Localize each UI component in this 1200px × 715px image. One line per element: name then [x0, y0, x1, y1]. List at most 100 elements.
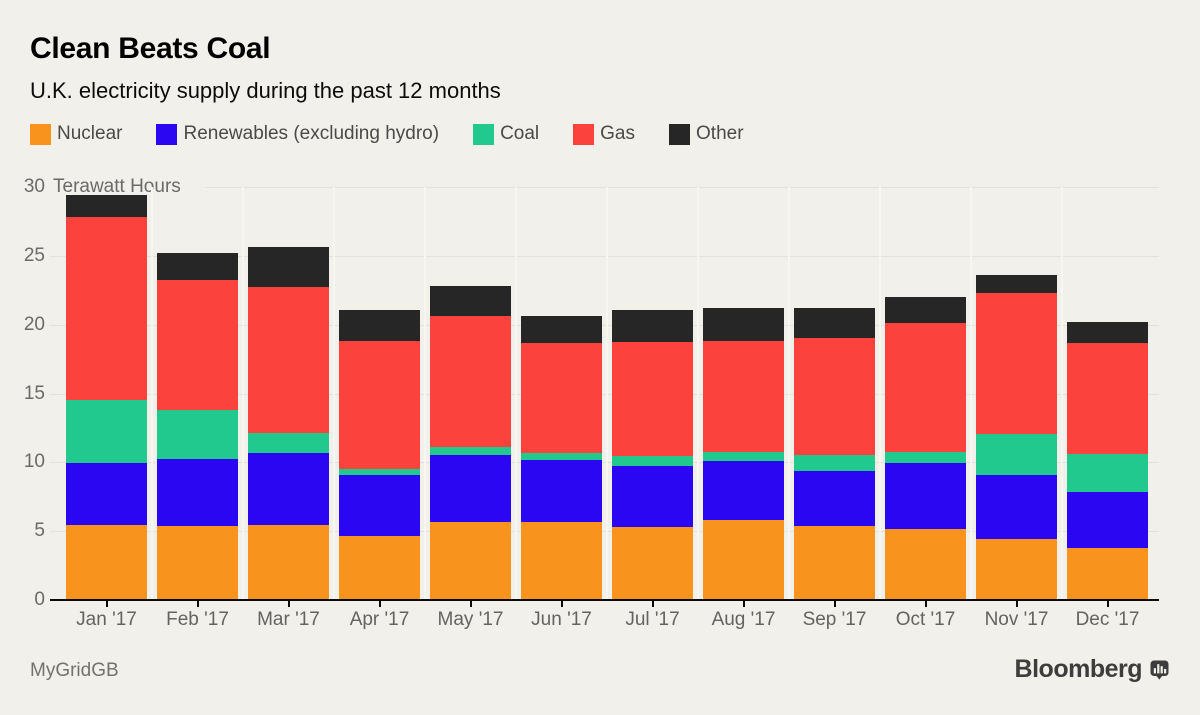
gridline-25: [50, 255, 1159, 257]
bar-segment-renewables-excluding-hydro: [248, 452, 329, 525]
x-axis-tick: [378, 601, 381, 607]
legend-label: Coal: [500, 123, 540, 144]
bar-jul-17: [612, 0, 693, 600]
bar-aug-17: [703, 0, 784, 600]
gridline-30: [205, 187, 1159, 188]
bar-segment-renewables-excluding-hydro: [339, 474, 420, 536]
legend-label: Nuclear: [57, 123, 123, 144]
legend-item-gas: Gas: [573, 123, 635, 145]
bar-segment-renewables-excluding-hydro: [885, 463, 966, 530]
y-axis-unit-label: Terawatt Hours: [53, 176, 181, 197]
bar-segment-coal: [794, 455, 875, 471]
legend-swatch-gas: [573, 123, 595, 145]
legend-label: Renewables (excluding hydro): [183, 123, 440, 144]
bar-segment-gas: [976, 293, 1057, 435]
x-tick-label-sep-17: Sep '17: [802, 609, 867, 630]
gridline-20: [50, 324, 1159, 326]
bar-may-17: [430, 0, 511, 600]
legend-swatch-renewables-excluding-hydro: [156, 123, 178, 145]
bar-segment-nuclear: [794, 525, 875, 600]
y-tick-label-10: 10: [23, 451, 45, 473]
bar-segment-gas: [1067, 342, 1148, 455]
bar-segment-coal: [430, 447, 511, 456]
bar-jun-17: [521, 0, 602, 600]
bar-segment-other: [703, 308, 784, 342]
x-tick-label-jan-17: Jan '17: [76, 609, 137, 630]
bar-segment-other: [430, 286, 511, 317]
bar-segment-other: [1067, 321, 1148, 343]
bar-segment-nuclear: [885, 529, 966, 600]
bar-dec-17: [1067, 0, 1148, 600]
x-axis-line: [50, 599, 1159, 601]
page-title: Clean Beats Coal: [30, 32, 271, 65]
bar-segment-nuclear: [157, 525, 238, 600]
bar-segment-other: [248, 246, 329, 287]
bar-jan-17: [66, 0, 147, 600]
x-axis-tick: [560, 601, 563, 607]
legend-swatch-other: [669, 123, 691, 145]
legend-swatch-nuclear: [30, 123, 51, 145]
x-tick-label-jul-17: Jul '17: [625, 609, 680, 630]
legend-swatch-coal: [473, 123, 495, 145]
bar-segment-coal: [976, 434, 1057, 475]
bar-chart-bubble-icon: [1150, 660, 1169, 680]
bar-segment-renewables-excluding-hydro: [521, 459, 602, 522]
gap-line: [515, 187, 517, 600]
bar-segment-renewables-excluding-hydro: [612, 466, 693, 528]
bar-segment-nuclear: [430, 521, 511, 600]
gridline-15: [50, 393, 1159, 395]
legend-item-other: Other: [669, 123, 744, 145]
bar-segment-nuclear: [612, 527, 693, 600]
bar-segment-coal: [1067, 454, 1148, 492]
bar-segment-gas: [339, 341, 420, 469]
y-tick-label-20: 20: [23, 313, 45, 335]
bar-segment-other: [976, 275, 1057, 293]
bar-segment-other: [157, 253, 238, 280]
legend-item-nuclear: Nuclear: [30, 123, 122, 145]
bar-segment-coal: [521, 452, 602, 460]
bar-feb-17: [157, 0, 238, 600]
gridline-10: [50, 462, 1159, 464]
bar-segment-gas: [794, 337, 875, 456]
bar-segment-coal: [157, 410, 238, 459]
y-tick-label-30: 30: [23, 176, 45, 197]
bar-segment-renewables-excluding-hydro: [430, 455, 511, 522]
gap-line: [242, 187, 244, 600]
x-axis-tick: [287, 601, 290, 607]
bar-sep-17: [794, 0, 875, 600]
bar-segment-nuclear: [248, 524, 329, 600]
bar-segment-nuclear: [521, 521, 602, 600]
gap-line: [788, 187, 790, 600]
x-tick-label-oct-17: Oct '17: [895, 609, 956, 630]
bar-segment-nuclear: [703, 520, 784, 600]
x-axis-tick: [742, 601, 745, 607]
bar-segment-nuclear: [66, 524, 147, 600]
bar-segment-other: [794, 308, 875, 338]
bar-segment-renewables-excluding-hydro: [976, 474, 1057, 540]
bar-apr-17: [339, 0, 420, 600]
bar-segment-gas: [66, 216, 147, 400]
bar-segment-nuclear: [976, 539, 1057, 600]
x-axis-tick: [833, 601, 836, 607]
bar-segment-renewables-excluding-hydro: [157, 458, 238, 526]
legend-item-renewables-excluding-hydro: Renewables (excluding hydro): [156, 123, 439, 145]
bar-mar-17: [248, 0, 329, 600]
bar-segment-renewables-excluding-hydro: [794, 470, 875, 526]
x-tick-label-dec-17: Dec '17: [1075, 609, 1140, 630]
brand-logo: Bloomberg: [1015, 655, 1169, 684]
legend-label: Gas: [600, 123, 636, 144]
legend: Nuclear Renewables (excluding hydro) Coal G…: [30, 123, 744, 145]
bar-segment-coal: [612, 456, 693, 467]
gap-line: [151, 187, 153, 600]
gap-line: [606, 187, 608, 600]
x-tick-label-mar-17: Mar '17: [257, 609, 320, 630]
y-tick-label-15: 15: [23, 382, 45, 404]
bar-segment-other: [612, 310, 693, 342]
brand-wordmark: Bloomberg: [1014, 655, 1143, 683]
bar-segment-gas: [612, 341, 693, 457]
bar-oct-17: [885, 0, 966, 600]
gap-line: [879, 187, 881, 600]
legend-item-coal: Coal: [473, 123, 539, 145]
x-tick-label-apr-17: Apr '17: [349, 609, 410, 630]
y-tick-label-25: 25: [23, 244, 45, 266]
